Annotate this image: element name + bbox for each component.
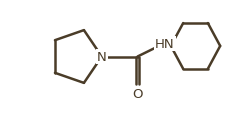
Text: N: N	[97, 51, 107, 63]
Text: O: O	[132, 88, 143, 101]
Text: HN: HN	[155, 38, 175, 50]
